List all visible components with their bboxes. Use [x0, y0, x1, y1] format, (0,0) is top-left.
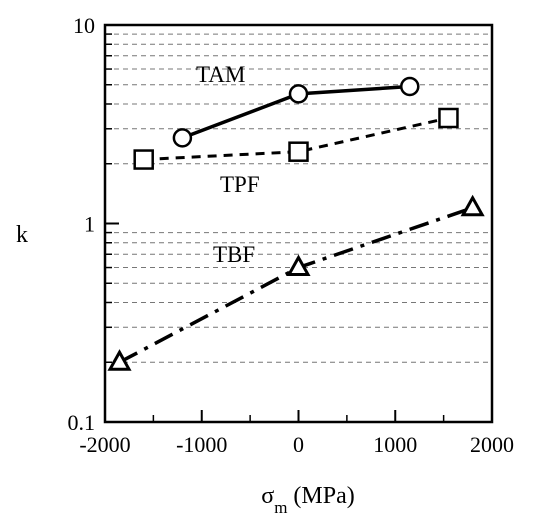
y-axis-label: k — [16, 222, 28, 248]
data-point-circle — [172, 128, 193, 148]
tick-labels: 0.1 1 10 -2000 -1000 0 1000 2000 — [68, 13, 515, 457]
data-point-triangle — [286, 254, 311, 277]
axis-ticks — [104, 24, 493, 423]
x-tick-label: 1000 — [373, 432, 417, 457]
x-axis-label: σm (MPa) — [261, 483, 355, 517]
x-tick-label: 0 — [293, 432, 304, 457]
data-point-square — [288, 141, 309, 162]
x-tick-label: -2000 — [79, 432, 130, 457]
series-label-tam: TAM — [196, 62, 245, 87]
x-axis-label-symbol: σ — [261, 483, 274, 509]
x-axis-label-unit: (MPa) — [287, 483, 354, 509]
data-point-triangle — [107, 349, 132, 371]
series-line-tpf — [143, 116, 449, 162]
data-point-square — [438, 107, 459, 129]
data-point-triangle — [460, 194, 485, 217]
x-axis-label-subscript: m — [274, 498, 287, 517]
y-tick-label: 10 — [73, 13, 95, 38]
series-label-tpf: TPF — [220, 172, 260, 197]
grid-lines — [105, 33, 492, 363]
data-point-circle — [288, 84, 309, 104]
x-tick-label: -1000 — [176, 432, 227, 457]
series-line-tbf — [118, 206, 474, 364]
x-tick-label: 2000 — [470, 432, 514, 457]
series-markers — [107, 76, 485, 371]
y-tick-label: 1 — [84, 212, 95, 237]
data-point-square — [133, 149, 154, 170]
series-label-tbf: TBF — [213, 242, 255, 267]
series-lines — [118, 84, 474, 364]
series-labels: TAM TPF TBF — [196, 62, 260, 267]
y-tick-label: 0.1 — [68, 410, 96, 435]
data-point-circle — [400, 76, 420, 97]
